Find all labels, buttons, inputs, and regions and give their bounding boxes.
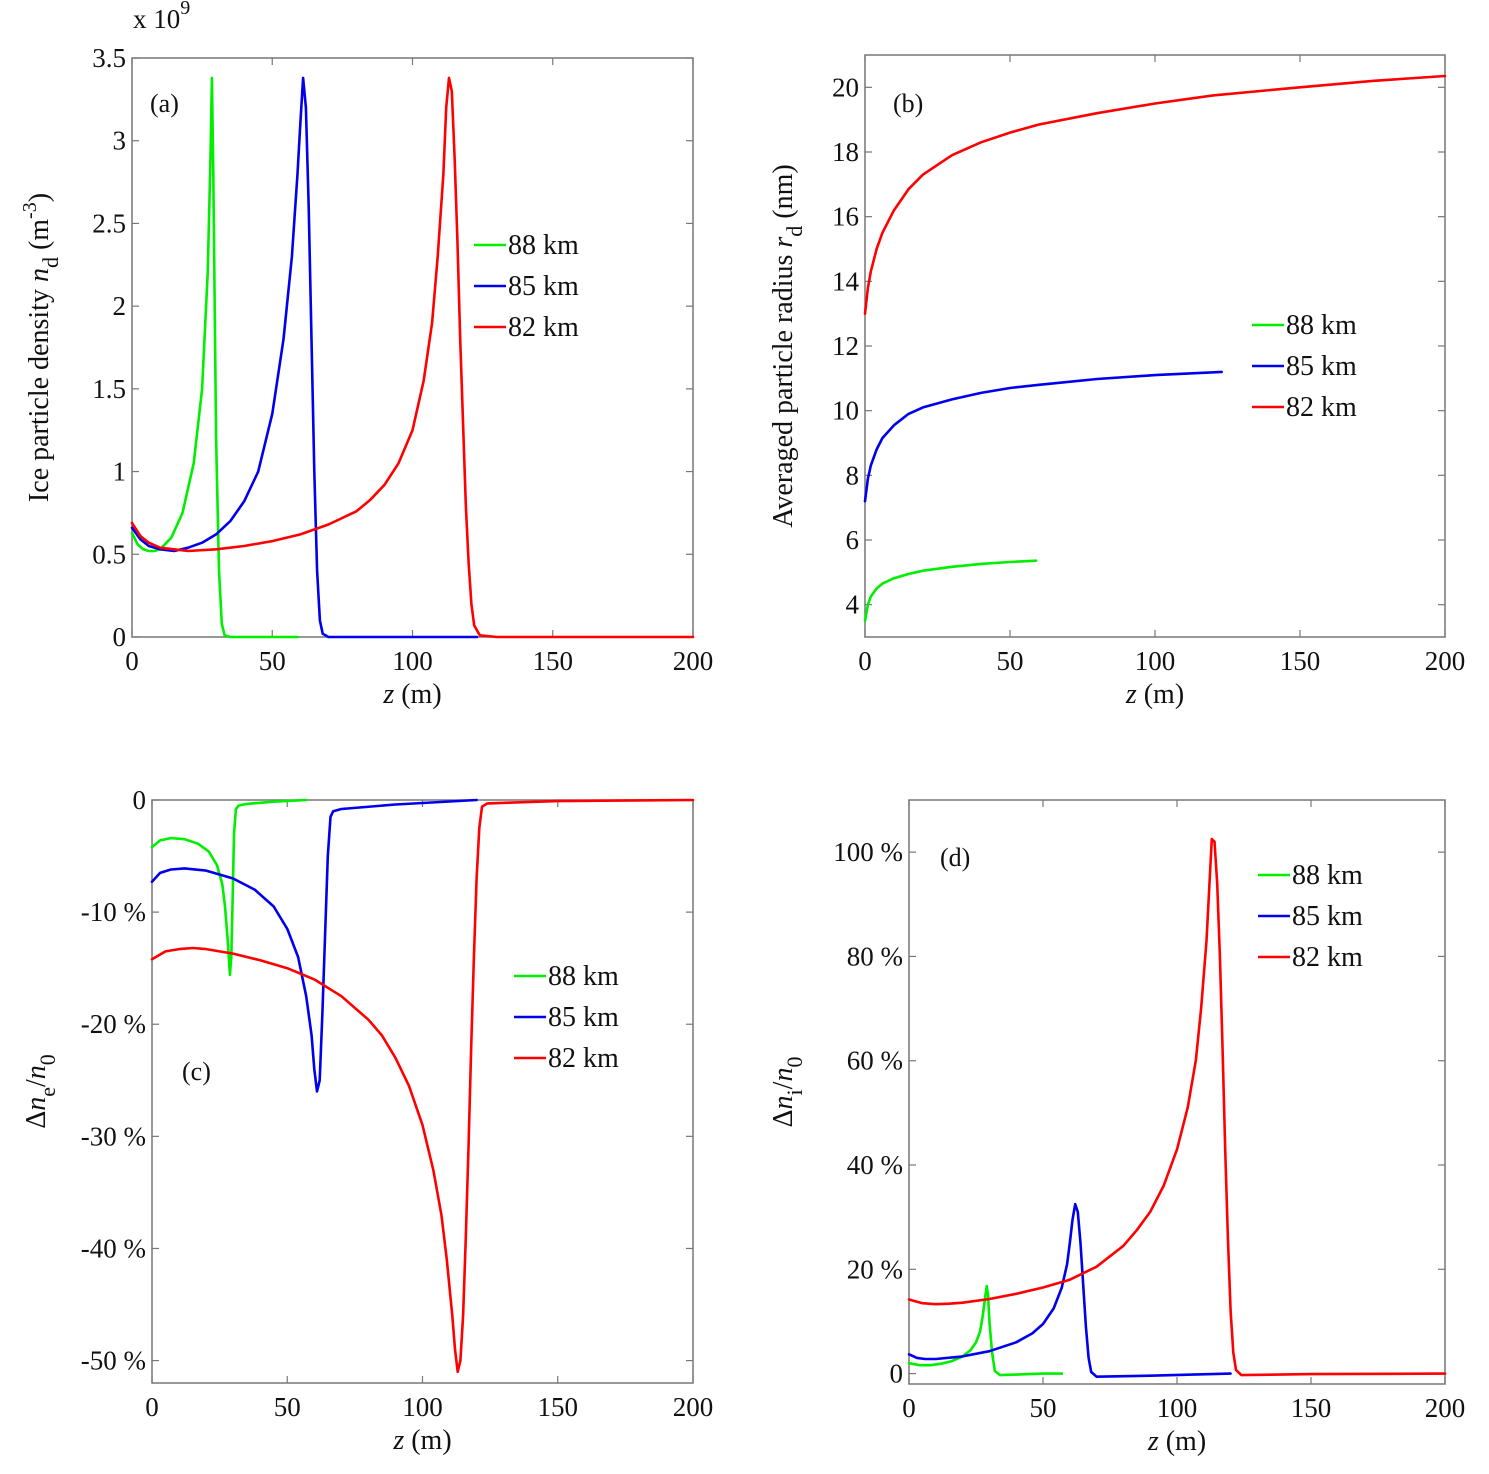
- y-tick-label: 60 %: [847, 1046, 903, 1076]
- y-tick-label: 4: [846, 590, 860, 620]
- series-line-88km: [907, 1284, 1064, 1377]
- series-line-88km: [130, 76, 299, 639]
- x-tick-label: 100: [1157, 1393, 1198, 1423]
- y-axis-label: Δni/n0: [768, 1057, 807, 1128]
- plot-frame: [864, 54, 1446, 638]
- y-tick-label: -30 %: [81, 1121, 146, 1151]
- panel-tag: (b): [893, 89, 923, 118]
- panel-c: 0 50 100 150 200 0 -10 % -20 % -30 % -40 % -50 % (c…: [21, 785, 713, 1456]
- x-tick-label: 100: [1135, 646, 1176, 676]
- y-axis-label: Averaged particle radius rd (nm): [768, 164, 807, 527]
- panel-tag: (c): [182, 1057, 211, 1086]
- series-line-82km: [907, 837, 1447, 1377]
- x-tick-label: 50: [274, 1392, 301, 1422]
- x-tick-label: 50: [1030, 1393, 1057, 1423]
- legend-label: 82 km: [1292, 942, 1363, 973]
- x-axis-label: z (m): [382, 679, 441, 710]
- x-tick-label: 0: [125, 646, 139, 676]
- x-tick-label: 150: [538, 1392, 579, 1422]
- series-line-88km: [150, 798, 308, 977]
- y-tick-label: 1: [113, 457, 127, 487]
- y-tick-label: 2.5: [92, 208, 126, 238]
- legend: 88 km 85 km 82 km: [474, 230, 579, 343]
- y-tick-label: 0.5: [92, 539, 126, 569]
- x-tick-label: 200: [1425, 1393, 1466, 1423]
- x-tick-label: 0: [858, 646, 872, 676]
- legend-label: 85 km: [508, 271, 579, 302]
- y-tick-label: 20: [832, 72, 859, 102]
- x-tick-label: 150: [1280, 646, 1321, 676]
- legend-label: 85 km: [1292, 901, 1363, 932]
- legend: 88 km 85 km 82 km: [514, 961, 619, 1074]
- y-tick-label: 0: [113, 622, 127, 652]
- y-tick-label: -40 %: [81, 1233, 146, 1263]
- series-line-88km: [863, 559, 1038, 623]
- y-tick-label: 10: [832, 396, 859, 426]
- legend-label: 88 km: [508, 230, 579, 261]
- y-tick-label: 18: [832, 137, 859, 167]
- series-line-82km: [863, 74, 1447, 315]
- x-tick-label: 0: [145, 1392, 159, 1422]
- y-tick-label: 0: [890, 1359, 904, 1389]
- y-axis-label: Ice particle density nd (m-3): [19, 193, 63, 502]
- y-multiplier: x 109: [133, 0, 190, 34]
- series-line-85km: [150, 798, 478, 1093]
- y-tick-label: 0: [133, 785, 147, 815]
- y-tick-label: 3: [113, 126, 127, 156]
- y-tick-label: 2: [113, 291, 127, 321]
- legend-label: 85 km: [548, 1002, 619, 1033]
- series-line-85km: [907, 1202, 1232, 1378]
- legend-label: 85 km: [1286, 351, 1357, 382]
- y-tick-label: -10 %: [81, 897, 146, 927]
- legend-label: 88 km: [1286, 310, 1357, 341]
- panel-tag: (a): [150, 89, 179, 118]
- y-tick-label: 6: [846, 525, 860, 555]
- series-line-82km: [130, 76, 695, 639]
- y-tick-label: 3.5: [92, 43, 126, 73]
- legend: 88 km 85 km 82 km: [1252, 310, 1357, 423]
- y-tick-label: -20 %: [81, 1009, 146, 1039]
- x-tick-label: 50: [259, 646, 286, 676]
- legend-label: 82 km: [548, 1043, 619, 1074]
- y-tick-label: 16: [832, 202, 859, 232]
- panel-d: 0 50 100 150 200 0 20 % 40 % 60 % 80 % 100 % (d) 88 …: [768, 799, 1466, 1457]
- x-tick-label: 50: [997, 646, 1024, 676]
- legend-label: 88 km: [548, 961, 619, 992]
- series-line-85km: [130, 76, 479, 639]
- y-tick-label: 1.5: [92, 374, 126, 404]
- x-tick-label: 200: [673, 1392, 714, 1422]
- legend: 88 km 85 km 82 km: [1258, 860, 1363, 973]
- y-tick-label: 12: [832, 331, 859, 361]
- y-axis-label: Δne/n0: [21, 1054, 60, 1129]
- legend-label: 82 km: [1286, 392, 1357, 423]
- x-tick-label: 100: [402, 1392, 443, 1422]
- panel-b: 0 50 100 150 200 4 6 8 10 12 14 16 18 20 (b) 88 km 85 km…: [768, 54, 1466, 710]
- y-tick-label: 40 %: [847, 1150, 903, 1180]
- x-tick-label: 100: [392, 646, 433, 676]
- x-tick-label: 0: [902, 1393, 916, 1423]
- series-line-82km: [150, 798, 695, 1374]
- legend-label: 88 km: [1292, 860, 1363, 891]
- x-tick-label: 200: [1425, 646, 1466, 676]
- y-tick-label: 14: [832, 266, 860, 296]
- x-tick-label: 150: [533, 646, 574, 676]
- y-tick-label: 8: [846, 460, 860, 490]
- x-axis-label: z (m): [1147, 1426, 1206, 1457]
- x-tick-label: 200: [673, 646, 714, 676]
- legend-label: 82 km: [508, 312, 579, 343]
- panel-a: 0 50 100 150 200 0 0.5 1 1.5 2 2.5 3 3.5 (a) 88 km 85 k…: [19, 0, 713, 710]
- y-tick-label: 80 %: [847, 941, 903, 971]
- panel-tag: (d): [940, 843, 970, 872]
- x-axis-label: z (m): [1125, 679, 1184, 710]
- y-tick-label: 100 %: [833, 837, 903, 867]
- y-tick-label: -50 %: [81, 1346, 146, 1376]
- x-tick-label: 150: [1291, 1393, 1332, 1423]
- y-tick-label: 20 %: [847, 1254, 903, 1284]
- x-axis-label: z (m): [392, 1425, 451, 1456]
- series-line-85km: [863, 370, 1223, 503]
